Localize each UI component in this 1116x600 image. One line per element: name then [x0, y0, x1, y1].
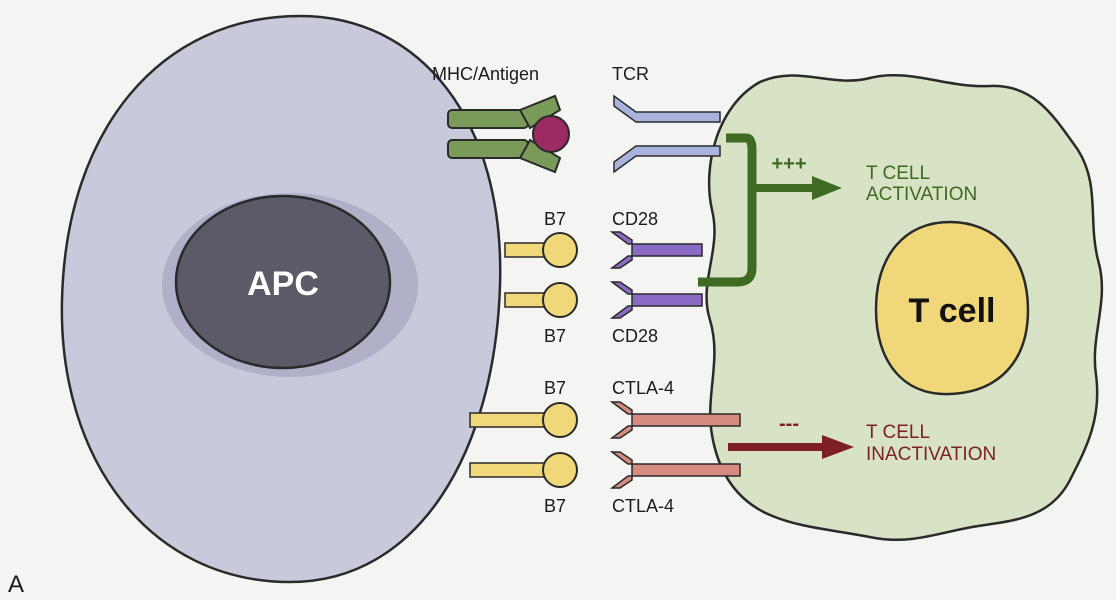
cd28-label-bottom: CD28	[612, 326, 658, 346]
mhc-stem-bottom	[447, 139, 529, 159]
inactivation-arrow-icon	[822, 435, 854, 459]
ctla4-receptor-2	[609, 451, 741, 489]
ctla4-label-bottom: CTLA-4	[612, 496, 674, 516]
mhc-antigen-label: MHC/Antigen	[432, 64, 539, 84]
activation-signal: +++ T CELL ACTIVATION	[698, 133, 977, 287]
apc-label: APC	[247, 265, 319, 303]
cd28-receptor-2	[609, 281, 703, 319]
mhc-antigen-complex	[447, 94, 570, 174]
antigen-icon	[532, 115, 570, 153]
b7-ligand-3	[469, 402, 578, 438]
ctla4-receptor-1	[609, 401, 741, 439]
mhc-arm-top	[518, 94, 562, 130]
tcr-upper	[613, 94, 721, 123]
activation-label-line2: ACTIVATION	[866, 184, 977, 205]
inactivation-label-line1: T CELL	[866, 422, 930, 443]
t-cell-label: T cell	[909, 292, 996, 330]
tcr-receptor	[613, 94, 721, 174]
cd28-label-top: CD28	[612, 209, 658, 229]
b7-ligand-4	[469, 452, 578, 488]
activation-bracket	[698, 133, 757, 287]
b7-label-top-2: B7	[544, 378, 566, 398]
apc-cell: APC	[60, 14, 502, 584]
inactivation-symbol: ---	[779, 413, 799, 435]
b7-label-top-1: B7	[544, 209, 566, 229]
apc-nucleus	[174, 194, 392, 370]
b7-label-bottom-1: B7	[544, 326, 566, 346]
inactivation-signal: --- T CELL INACTIVATION	[728, 413, 996, 465]
t-cell-nucleus	[874, 220, 1030, 396]
inactivation-label-line2: INACTIVATION	[866, 444, 996, 465]
mhc-arm-bottom	[518, 138, 562, 174]
cd28-receptor-1	[609, 231, 703, 269]
mhc-stem-top	[447, 109, 529, 129]
b7-ligand-2	[504, 282, 578, 318]
tcr-label: TCR	[612, 64, 649, 84]
b7-ligand-1	[504, 232, 578, 268]
t-cell: T cell	[705, 74, 1104, 542]
activation-symbol: +++	[771, 153, 806, 175]
b7-label-bottom-2: B7	[544, 496, 566, 516]
activation-arrow-icon	[812, 176, 842, 200]
panel-letter: A	[8, 571, 24, 598]
activation-label-line1: T CELL	[866, 163, 930, 184]
ctla4-label-top: CTLA-4	[612, 378, 674, 398]
tcr-lower	[613, 145, 721, 174]
